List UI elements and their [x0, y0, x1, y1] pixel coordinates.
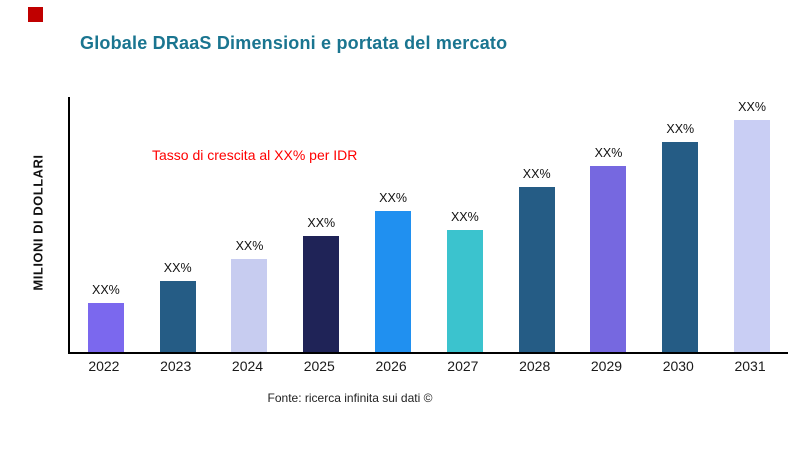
x-tick-2024: 2024 [231, 358, 264, 374]
bar-2030 [662, 142, 699, 352]
bar-2029 [590, 166, 627, 352]
bar-value-label: XX% [307, 215, 336, 230]
source-caption: Fonte: ricerca infinita sui dati © [267, 391, 433, 405]
bar-value-label: XX% [379, 191, 407, 206]
x-tick-2028: 2028 [519, 358, 551, 374]
x-tick-2030: 2030 [662, 358, 694, 374]
x-tick-2029: 2029 [590, 358, 623, 374]
bar-2028 [518, 187, 555, 352]
bar-2023 [159, 280, 196, 352]
bar-value-label: XX% [522, 167, 551, 182]
bar-2022 [87, 302, 124, 352]
bar-2026 [375, 211, 412, 352]
bar-column-2028: XX% [501, 97, 572, 352]
y-axis-title: MILIONI DI DOLLARI [30, 154, 46, 291]
bar-column-2026: XX% [358, 97, 429, 352]
bar-2025 [303, 235, 340, 352]
bar-value-label: XX% [163, 260, 192, 275]
bar-column-2029: XX% [573, 97, 644, 352]
bar-column-2024: XX% [214, 97, 285, 352]
bar-column-2022: XX% [70, 97, 141, 352]
bar-value-label: XX% [450, 209, 479, 224]
x-tick-2031: 2031 [734, 358, 766, 374]
x-axis-tick-labels: 2022 2023 2024 2025 2026 2027 2028 2029 2030 2031 [68, 358, 786, 374]
bar-value-label: XX% [594, 146, 623, 161]
x-tick-2026: 2026 [375, 358, 407, 374]
bar-2027 [446, 229, 483, 352]
x-tick-2023: 2023 [160, 358, 192, 374]
bar-column-2030: XX% [645, 97, 716, 352]
growth-rate-annotation: Tasso di crescita al XX% per IDR [152, 147, 358, 163]
bar-2024 [231, 258, 268, 352]
x-tick-2027: 2027 [447, 358, 479, 374]
bar-column-2031: XX% [717, 97, 788, 352]
bar-value-label: XX% [738, 100, 766, 115]
bar-value-label: XX% [666, 122, 695, 137]
bar-column-2025: XX% [286, 97, 357, 352]
brand-accent-square [28, 7, 43, 22]
x-tick-2025: 2025 [303, 358, 335, 374]
x-tick-2022: 2022 [88, 358, 120, 374]
bar-2031 [734, 120, 771, 352]
plot-area: XX% XX% XX% XX% XX% XX% XX% XX% XX% XX% [68, 97, 788, 354]
bar-column-2023: XX% [142, 97, 213, 352]
bar-value-label: XX% [235, 238, 264, 253]
bar-column-2027: XX% [429, 97, 500, 352]
chart-title: Globale DRaaS Dimensioni e portata del m… [80, 33, 508, 53]
bar-value-label: XX% [91, 282, 120, 297]
